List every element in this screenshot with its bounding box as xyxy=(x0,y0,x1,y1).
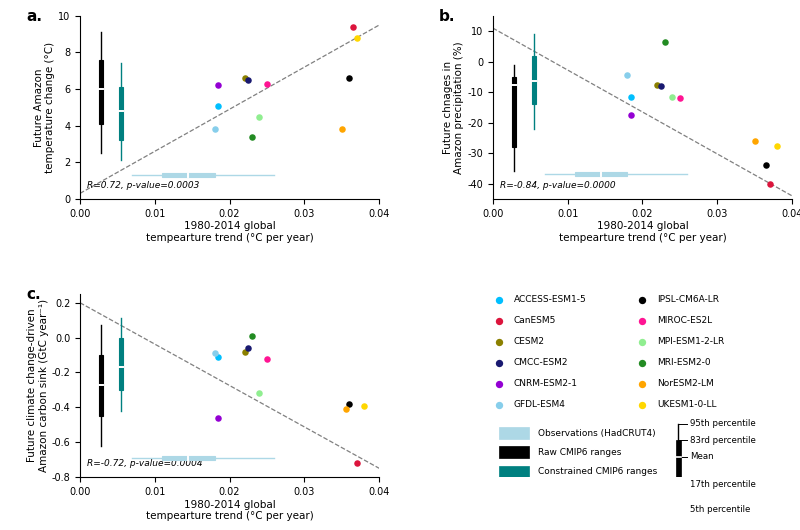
Text: Mean: Mean xyxy=(690,453,714,462)
Point xyxy=(625,92,638,101)
Point xyxy=(358,401,370,410)
Point xyxy=(253,112,266,121)
Point xyxy=(493,401,506,409)
Text: CESM2: CESM2 xyxy=(514,337,545,346)
Bar xyxy=(512,77,516,147)
Y-axis label: Future climate change-driven
Amazon carbon sink (GtC year⁻¹): Future climate change-driven Amazon carb… xyxy=(27,299,49,472)
Bar xyxy=(499,446,529,458)
Text: 17th percentile: 17th percentile xyxy=(690,480,756,489)
Point xyxy=(674,94,686,102)
Point xyxy=(625,111,638,119)
Text: R=-0.72, p-value=0.0004: R=-0.72, p-value=0.0004 xyxy=(87,459,203,468)
Text: GFDL-ESM4: GFDL-ESM4 xyxy=(514,400,566,409)
Text: IPSL-CM6A-LR: IPSL-CM6A-LR xyxy=(658,295,719,304)
Text: 83rd percentile: 83rd percentile xyxy=(690,436,756,445)
Point xyxy=(253,389,266,398)
Bar xyxy=(499,427,529,439)
Text: MIROC-ES2L: MIROC-ES2L xyxy=(658,316,713,325)
Point xyxy=(493,379,506,388)
Text: 95th percentile: 95th percentile xyxy=(690,419,756,428)
Point xyxy=(350,459,363,467)
Bar xyxy=(162,456,214,460)
Point xyxy=(759,161,772,170)
Y-axis label: Future chnages in
Amazon precipitation (%): Future chnages in Amazon precipitation (… xyxy=(443,41,465,174)
Point xyxy=(636,316,649,325)
Point xyxy=(238,74,251,82)
Point xyxy=(212,81,225,90)
Text: Raw CMIP6 ranges: Raw CMIP6 ranges xyxy=(538,448,621,457)
Point xyxy=(242,344,254,352)
Text: NorESM2-LM: NorESM2-LM xyxy=(658,379,714,388)
Point xyxy=(261,80,274,88)
Text: ACCESS-ESM1-5: ACCESS-ESM1-5 xyxy=(514,295,586,304)
X-axis label: 1980-2014 global
tempearture trend (°C per year): 1980-2014 global tempearture trend (°C p… xyxy=(146,222,314,243)
Bar xyxy=(676,440,681,484)
Text: 5th percentile: 5th percentile xyxy=(690,506,750,515)
X-axis label: 1980-2014 global
tempearture trend (°C per year): 1980-2014 global tempearture trend (°C p… xyxy=(146,499,314,521)
Point xyxy=(636,338,649,346)
Point xyxy=(493,316,506,325)
Point xyxy=(208,125,221,134)
Point xyxy=(212,101,225,110)
Point xyxy=(246,332,258,340)
Point xyxy=(636,295,649,304)
Point xyxy=(636,379,649,388)
Text: CNRM-ESM2-1: CNRM-ESM2-1 xyxy=(514,379,578,388)
Text: b.: b. xyxy=(439,8,455,23)
Point xyxy=(238,347,251,356)
Point xyxy=(651,80,664,89)
Text: MPI-ESM1-2-LR: MPI-ESM1-2-LR xyxy=(658,337,725,346)
Text: c.: c. xyxy=(26,287,41,302)
Point xyxy=(770,142,783,150)
Bar xyxy=(532,56,536,104)
Text: Observations (HadCRUT4): Observations (HadCRUT4) xyxy=(538,429,655,438)
Point xyxy=(763,180,776,189)
Bar xyxy=(119,87,123,140)
Point xyxy=(658,38,671,46)
Bar xyxy=(119,338,123,390)
Text: MRI-ESM2-0: MRI-ESM2-0 xyxy=(658,358,711,367)
Text: CanESM5: CanESM5 xyxy=(514,316,556,325)
Point xyxy=(246,132,258,141)
Point xyxy=(621,71,634,80)
Point xyxy=(212,413,225,422)
Point xyxy=(261,354,274,363)
Text: CMCC-ESM2: CMCC-ESM2 xyxy=(514,358,568,367)
Point xyxy=(493,358,506,367)
Point xyxy=(242,76,254,84)
Point xyxy=(636,358,649,367)
Point xyxy=(748,137,761,145)
Point xyxy=(343,400,356,408)
Point xyxy=(208,349,221,358)
Point xyxy=(666,92,678,101)
Text: a.: a. xyxy=(26,8,42,23)
X-axis label: 1980-2014 global
tempearture trend (°C per year): 1980-2014 global tempearture trend (°C p… xyxy=(558,222,726,243)
Bar xyxy=(99,355,103,416)
Text: R=-0.84, p-value=0.0000: R=-0.84, p-value=0.0000 xyxy=(500,181,616,190)
Text: UKESM1-0-LL: UKESM1-0-LL xyxy=(658,400,717,409)
Point xyxy=(212,352,225,361)
Point xyxy=(335,125,348,134)
Bar xyxy=(499,465,529,478)
Point xyxy=(493,295,506,304)
Text: Constrained CMIP6 ranges: Constrained CMIP6 ranges xyxy=(538,467,657,476)
Bar xyxy=(575,172,627,176)
Point xyxy=(636,401,649,409)
Point xyxy=(350,33,363,42)
Point xyxy=(654,82,667,90)
Y-axis label: Future Amazon
temperature change (°C): Future Amazon temperature change (°C) xyxy=(34,42,55,173)
Point xyxy=(493,338,506,346)
Point xyxy=(343,74,356,82)
Text: R=0.72, p-value=0.0003: R=0.72, p-value=0.0003 xyxy=(87,181,200,190)
Point xyxy=(346,23,359,31)
Point xyxy=(339,405,352,413)
Bar xyxy=(99,60,103,124)
Bar xyxy=(162,173,214,177)
